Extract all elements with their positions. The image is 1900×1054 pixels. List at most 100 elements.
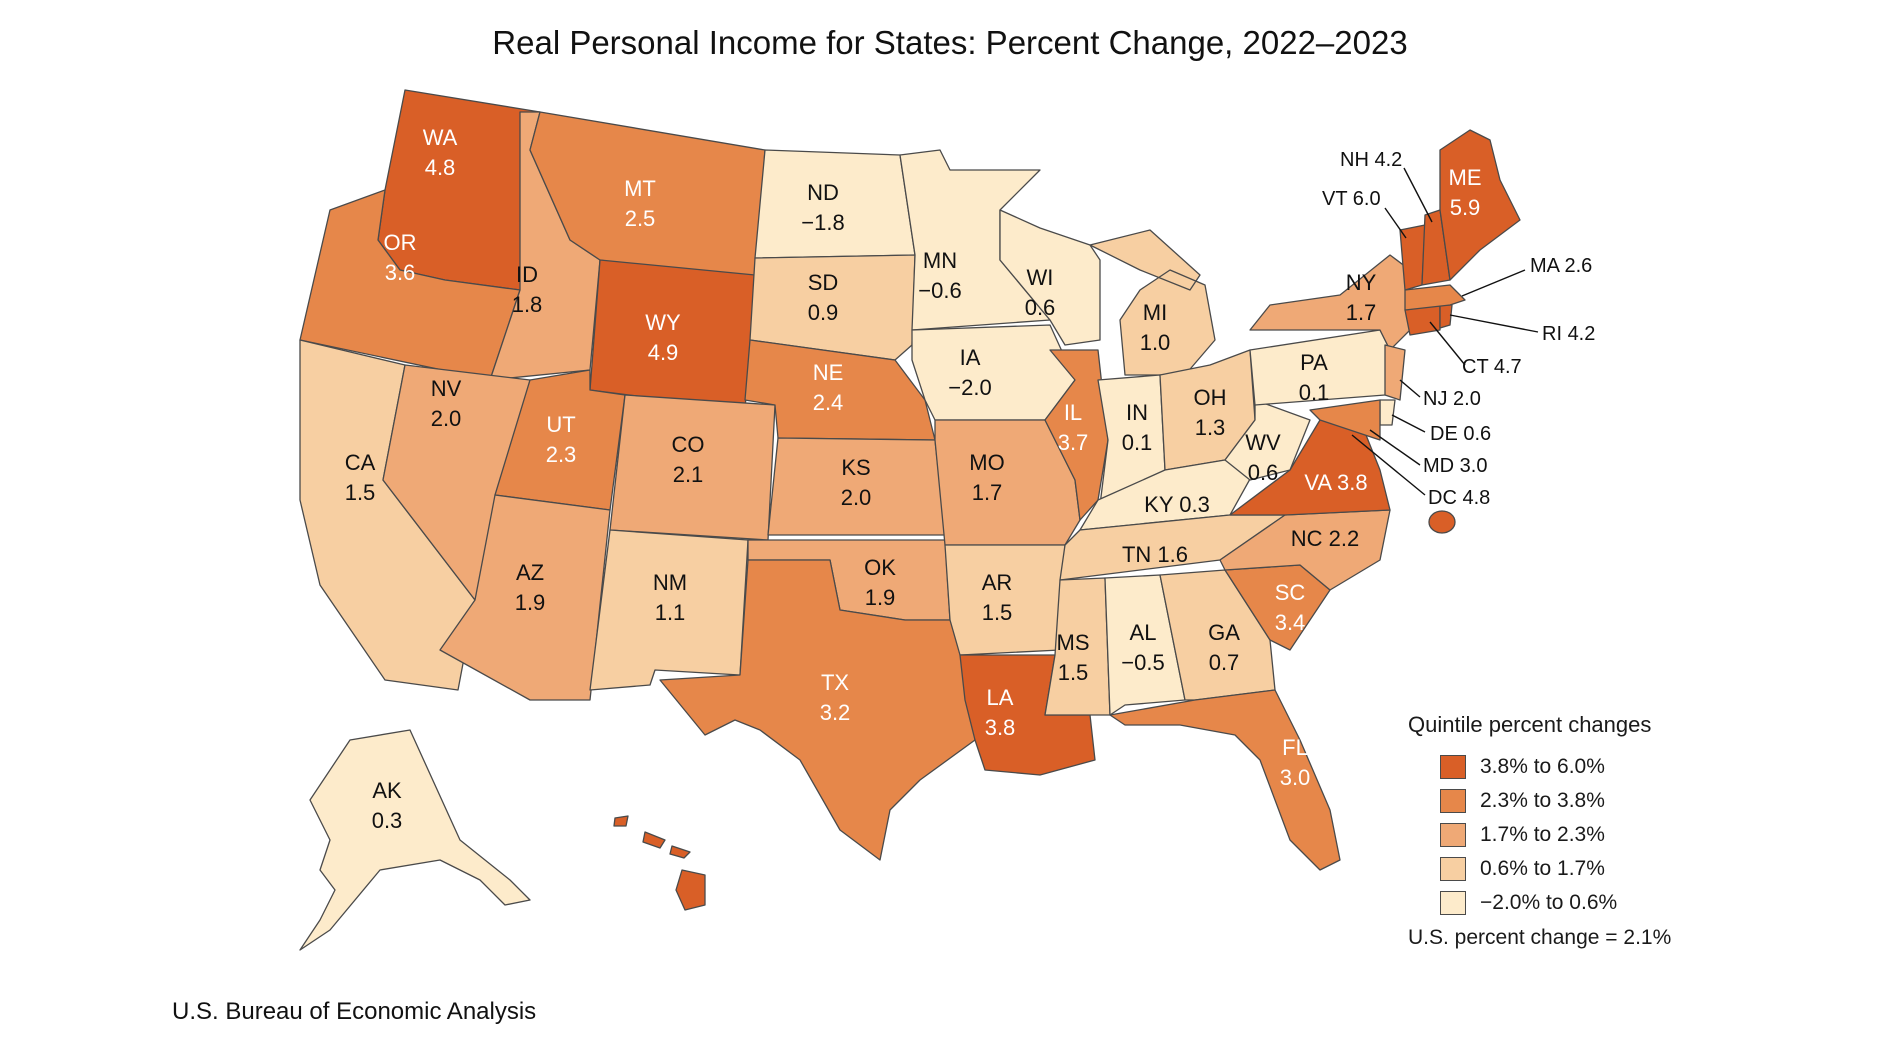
label-ak-abbr: AK [372, 778, 402, 803]
leader-dc [1351, 434, 1426, 496]
label-sd-abbr: SD [808, 270, 839, 295]
label-wy-abbr: WY [645, 310, 681, 335]
label-va-inline: VA 3.8 [1304, 470, 1367, 495]
state-fl [1109, 689, 1341, 871]
label-tn-inline: TN 1.6 [1122, 542, 1188, 567]
label-la-abbr: LA [987, 685, 1014, 710]
label-nd-value: −1.8 [801, 210, 844, 235]
state-tx [659, 559, 976, 861]
label-id-abbr: ID [516, 262, 538, 287]
label-mo-value: 1.7 [972, 480, 1003, 505]
label-wv-value: 0.6 [1248, 460, 1279, 485]
state-mi [1089, 229, 1216, 376]
state-ms [1044, 577, 1111, 716]
state-al [1104, 574, 1186, 716]
callout-ct: CT 4.7 [1462, 356, 1522, 378]
state-de [1379, 399, 1396, 426]
legend-title: Quintile percent changes [1408, 712, 1652, 737]
label-wv-abbr: WV [1245, 430, 1281, 455]
legend-item: 2.3% to 3.8% [1440, 784, 1720, 818]
label-sc-abbr: SC [1275, 580, 1306, 605]
label-ak-value: 0.3 [372, 808, 403, 833]
leader-ct [1429, 321, 1466, 366]
us-percent-change: U.S. percent change = 2.1% [1408, 926, 1672, 949]
state-wi [999, 209, 1101, 346]
callout-ri: RI 4.2 [1542, 323, 1595, 345]
label-nv-value: 2.0 [431, 406, 462, 431]
label-ny-abbr: NY [1346, 270, 1377, 295]
state-ri [1439, 304, 1453, 329]
label-az-abbr: AZ [516, 560, 544, 585]
label-mn-abbr: MN [923, 248, 957, 273]
label-az-value: 1.9 [515, 590, 546, 615]
label-al-value: −0.5 [1121, 650, 1164, 675]
label-ok-abbr: OK [864, 555, 896, 580]
label-co-abbr: CO [672, 432, 705, 457]
label-hi-value: 3.9 [613, 898, 644, 923]
state-sd [749, 254, 916, 361]
legend-swatch [1440, 789, 1466, 813]
label-ga-value: 0.7 [1209, 650, 1240, 675]
label-hi-abbr: HI [617, 868, 639, 893]
callout-vt: VT 6.0 [1322, 188, 1381, 210]
legend-label: 0.6% to 1.7% [1480, 857, 1605, 880]
leader-vt [1384, 207, 1407, 239]
state-ar [944, 544, 1066, 656]
state-nj [1384, 344, 1406, 401]
label-oh-value: 1.3 [1195, 415, 1226, 440]
callout-md: MD 3.0 [1423, 455, 1487, 477]
callout-nh: NH 4.2 [1340, 149, 1402, 171]
label-ca-value: 1.5 [345, 480, 376, 505]
state-va [1229, 419, 1391, 516]
label-ca-abbr: CA [345, 450, 376, 475]
legend-item: 0.6% to 1.7% [1440, 852, 1720, 886]
state-az [439, 494, 611, 701]
label-wa-abbr: WA [423, 125, 458, 150]
legend-label: 2.3% to 3.8% [1480, 789, 1605, 812]
state-ia [911, 324, 1076, 421]
label-sd-value: 0.9 [808, 300, 839, 325]
label-nm-value: 1.1 [655, 600, 686, 625]
legend-swatch [1440, 823, 1466, 847]
label-mi-abbr: MI [1143, 300, 1167, 325]
label-ky-inline: KY 0.3 [1144, 492, 1210, 517]
state-wy [589, 259, 756, 411]
label-wi-value: 0.6 [1025, 295, 1056, 320]
legend-swatch [1440, 857, 1466, 881]
label-in-abbr: IN [1126, 400, 1148, 425]
label-ar-abbr: AR [982, 570, 1013, 595]
label-ut-abbr: UT [546, 412, 575, 437]
leader-de [1391, 414, 1426, 433]
map-title: Real Personal Income for States: Percent… [492, 24, 1408, 61]
label-tx-value: 3.2 [820, 700, 851, 725]
label-wi-abbr: WI [1027, 265, 1054, 290]
legend: Quintile percent changes 3.8% to 6.0% 2.… [1400, 712, 1720, 950]
label-mn-value: −0.6 [918, 278, 961, 303]
callout-nj: NJ 2.0 [1423, 388, 1481, 410]
leader-md [1369, 429, 1421, 466]
label-il-value: 3.7 [1058, 430, 1089, 455]
label-nv-abbr: NV [431, 376, 462, 401]
label-ne-abbr: NE [813, 360, 844, 385]
label-ar-value: 1.5 [982, 600, 1013, 625]
label-in-value: 0.1 [1122, 430, 1153, 455]
legend-item: −2.0% to 0.6% [1440, 886, 1720, 920]
label-me-value: 5.9 [1450, 195, 1481, 220]
state-ak [299, 729, 531, 951]
leader-ri [1449, 314, 1539, 333]
label-mi-value: 1.0 [1140, 330, 1171, 355]
label-ne-value: 2.4 [813, 390, 844, 415]
callout-dc: DC 4.8 [1428, 487, 1490, 509]
label-al-abbr: AL [1130, 620, 1157, 645]
label-il-abbr: IL [1064, 400, 1082, 425]
label-tx-abbr: TX [821, 670, 849, 695]
state-ma [1404, 284, 1466, 311]
label-nm-abbr: NM [653, 570, 687, 595]
legend-item: 1.7% to 2.3% [1440, 818, 1720, 852]
label-fl-abbr: FL [1282, 735, 1308, 760]
label-fl-value: 3.0 [1280, 765, 1311, 790]
label-ia-abbr: IA [960, 345, 981, 370]
label-mt-abbr: MT [624, 176, 656, 201]
label-me-abbr: ME [1449, 165, 1482, 190]
